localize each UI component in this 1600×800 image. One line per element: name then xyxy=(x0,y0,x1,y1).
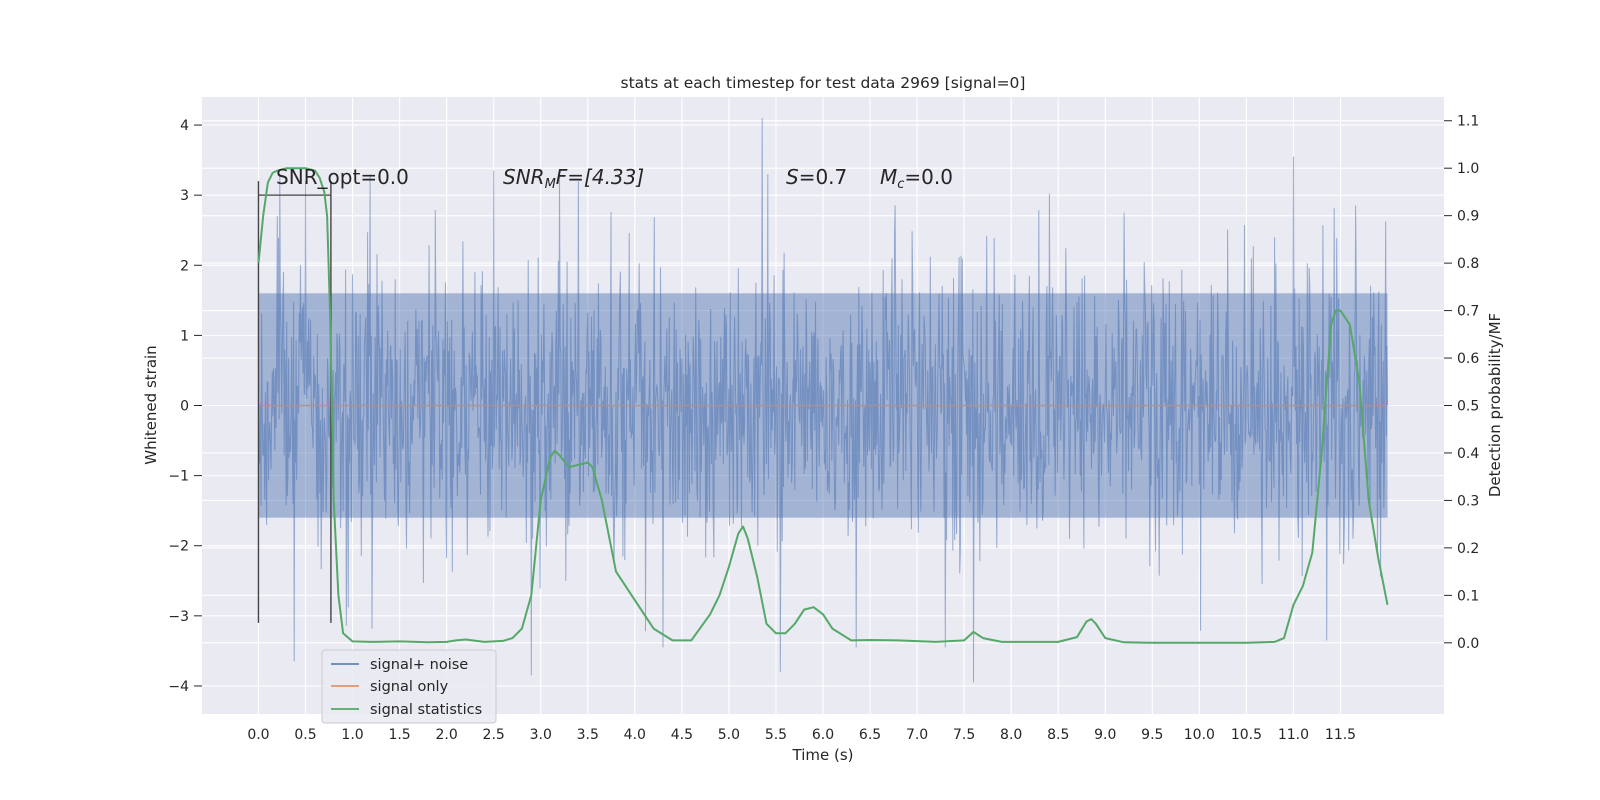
x-tick-label: 10.0 xyxy=(1184,727,1215,743)
y-tick-label: −2 xyxy=(168,539,189,555)
tick-labels: 0.0 0.5 1.0 1.5 2.0 2.5 3.0 3.5 4.0 4.5 5.0 5.5 6.0 6… xyxy=(168,114,1479,743)
x-tick-label: 3.0 xyxy=(530,727,552,743)
series-signal-statistics xyxy=(257,167,1389,644)
x-tick-label: 6.0 xyxy=(812,727,834,743)
x-tick-label: 4.0 xyxy=(624,727,646,743)
y-right-tick-label: 0.2 xyxy=(1457,541,1479,557)
x-tick-label: 5.0 xyxy=(718,727,740,743)
y-right-tick-label: 0.5 xyxy=(1457,399,1479,415)
x-tick-label: 1.5 xyxy=(388,727,410,743)
x-tick-label: 7.5 xyxy=(953,727,975,743)
legend-label-signal-only: signal only xyxy=(370,679,449,695)
y-tick-label: 1 xyxy=(180,328,189,344)
x-tick-label: 4.5 xyxy=(671,727,693,743)
y-right-tick-label: 0.1 xyxy=(1457,588,1479,604)
y-right-tick-label: 0.3 xyxy=(1457,493,1479,509)
annotation-snr-mf: SNRMF=[4.33] xyxy=(503,165,644,192)
y-right-tick-label: 1.1 xyxy=(1457,114,1479,130)
legend: signal+ noise signal only signal statist… xyxy=(321,649,497,724)
y-right-tick-label: 0.9 xyxy=(1457,209,1479,225)
y-tick-label: 2 xyxy=(180,258,189,274)
x-tick-label: 5.5 xyxy=(765,727,787,743)
x-tick-label: 8.0 xyxy=(1000,727,1022,743)
x-tick-label: 6.5 xyxy=(859,727,881,743)
y-right-tick-label: 0.0 xyxy=(1457,636,1479,652)
y-tick-label: −4 xyxy=(168,679,189,695)
y-tick-label: 4 xyxy=(180,118,189,134)
chart-title: stats at each timestep for test data 296… xyxy=(621,74,1026,92)
x-tick-label: 0.0 xyxy=(247,727,269,743)
x-tick-label: 1.0 xyxy=(341,727,363,743)
x-tick-label: 8.5 xyxy=(1047,727,1069,743)
x-tick-label: 2.0 xyxy=(436,727,458,743)
y-axis-label-right: Detection probability/MF xyxy=(1486,313,1504,497)
y-axis-label: Whitened strain xyxy=(142,345,160,464)
annotation-snr-opt: SNR_opt=0.0 xyxy=(276,165,409,189)
annotation-s: S=0.7 xyxy=(786,165,847,189)
y-tick-label: −3 xyxy=(168,609,189,625)
x-axis-label: Time (s) xyxy=(792,746,854,764)
x-tick-label: 10.5 xyxy=(1231,727,1262,743)
x-tick-label: 9.5 xyxy=(1141,727,1163,743)
y-right-tick-label: 0.6 xyxy=(1457,351,1479,367)
y-right-tick-label: 1.0 xyxy=(1457,161,1479,177)
annotation-mc: Mc=0.0 xyxy=(880,165,953,192)
annotations: SNR_opt=0.0 SNRMF=[4.33] S=0.7 Mc=0.0 xyxy=(276,165,953,192)
y-tick-label: 3 xyxy=(180,188,189,204)
x-tick-label: 7.0 xyxy=(906,727,928,743)
x-tick-label: 0.5 xyxy=(294,727,316,743)
y-right-tick-label: 0.7 xyxy=(1457,304,1479,320)
x-tick-label: 11.0 xyxy=(1278,727,1309,743)
y-tick-label: 0 xyxy=(180,399,189,415)
legend-label-signal-statistics: signal statistics xyxy=(370,702,482,718)
y-right-tick-label: 0.8 xyxy=(1457,256,1479,272)
x-tick-label: 9.0 xyxy=(1094,727,1116,743)
legend-box xyxy=(321,649,497,724)
legend-label-signal-plus-noise: signal+ noise xyxy=(370,657,468,673)
x-tick-label: 3.5 xyxy=(577,727,599,743)
y-tick-label: −1 xyxy=(168,469,189,485)
x-tick-label: 11.5 xyxy=(1325,727,1356,743)
x-tick-label: 2.5 xyxy=(483,727,505,743)
signal-statistics-line xyxy=(257,167,1389,644)
y-right-tick-label: 0.4 xyxy=(1457,446,1479,462)
